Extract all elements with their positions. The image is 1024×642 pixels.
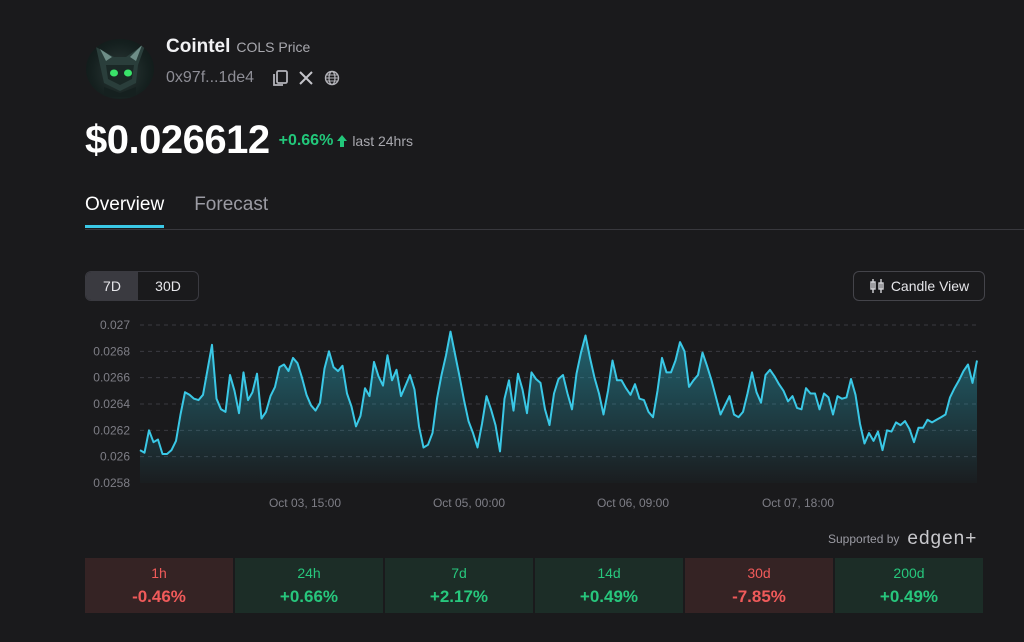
range-toggle: 7D 30D xyxy=(85,271,199,301)
stat-label: 1h xyxy=(151,564,167,581)
token-logo xyxy=(86,39,154,99)
price-line xyxy=(139,330,978,455)
stat-label: 14d xyxy=(597,564,621,581)
stat-value: -0.46% xyxy=(132,586,186,606)
y-tick-label: 0.0258 xyxy=(93,476,130,490)
token-name-row: Cointel COLS Price xyxy=(166,36,310,58)
stat-1h: 1h -0.46% xyxy=(85,558,233,613)
tab-divider xyxy=(85,229,1024,230)
performance-stats: 1h -0.46% 24h +0.66% 7d +2.17% 14d +0.49… xyxy=(85,558,983,613)
price-row: $0.026612 +0.66% last 24hrs xyxy=(85,118,413,163)
y-tick-label: 0.026 xyxy=(100,450,130,464)
supported-label: Supported by xyxy=(828,532,900,546)
token-address: 0x97f...1de4 xyxy=(166,69,255,86)
arrow-up-icon xyxy=(337,134,348,147)
stat-label: 200d xyxy=(893,564,925,581)
stat-24h: 24h +0.66% xyxy=(235,558,383,613)
copy-icon[interactable] xyxy=(270,68,290,88)
stat-label: 24h xyxy=(297,564,321,581)
x-tick-label: Oct 07, 18:00 xyxy=(762,496,834,510)
stat-200d: 200d +0.49% xyxy=(835,558,983,613)
stat-14d: 14d +0.49% xyxy=(535,558,683,613)
supported-by: Supported by edgen+ xyxy=(828,528,977,550)
stat-label: 30d xyxy=(747,564,771,581)
token-name: Cointel xyxy=(166,36,231,57)
y-tick-label: 0.0262 xyxy=(93,423,130,437)
price-period: last 24hrs xyxy=(352,132,414,149)
price-change: +0.66% xyxy=(278,131,334,149)
candle-view-label: Candle View xyxy=(890,278,970,294)
token-subtitle: COLS Price xyxy=(236,39,311,55)
x-tick-label: Oct 05, 00:00 xyxy=(433,496,505,510)
cat-mascot-icon xyxy=(96,43,146,97)
y-tick-label: 0.0264 xyxy=(93,397,130,411)
range-7d-button[interactable]: 7D xyxy=(86,272,138,300)
x-tick-label: Oct 06, 09:00 xyxy=(597,496,669,510)
stat-value: +0.49% xyxy=(579,586,639,606)
y-tick-label: 0.0268 xyxy=(93,344,130,358)
tab-bar: Overview Forecast xyxy=(85,194,298,228)
stat-label: 7d xyxy=(451,564,467,581)
token-address-row: 0x97f...1de4 xyxy=(166,68,348,88)
tab-forecast[interactable]: Forecast xyxy=(194,194,269,215)
stat-value: +0.49% xyxy=(879,586,939,606)
y-tick-label: 0.0266 xyxy=(93,371,130,385)
candle-view-button[interactable]: Candle View xyxy=(853,271,985,301)
stat-value: -7.85% xyxy=(732,586,786,606)
y-tick-label: 0.027 xyxy=(100,318,130,332)
stat-value: +0.66% xyxy=(279,586,339,606)
edgen-logo[interactable]: edgen+ xyxy=(907,528,978,549)
price-area xyxy=(140,331,977,483)
x-tick-label: Oct 03, 15:00 xyxy=(269,496,341,510)
candlestick-icon xyxy=(870,279,884,293)
range-30d-button[interactable]: 30D xyxy=(155,278,181,294)
stat-30d: 30d -7.85% xyxy=(685,558,833,613)
stat-7d: 7d +2.17% xyxy=(385,558,533,613)
tab-overview[interactable]: Overview xyxy=(85,194,165,228)
stat-value: +2.17% xyxy=(429,586,489,606)
globe-icon[interactable] xyxy=(322,68,342,88)
price-chart[interactable]: 0.027 0.0268 0.0266 0.0264 0.0262 0.026 0.0258… xyxy=(80,312,990,522)
current-price: $0.026612 xyxy=(85,118,270,162)
x-twitter-icon[interactable] xyxy=(296,68,316,88)
